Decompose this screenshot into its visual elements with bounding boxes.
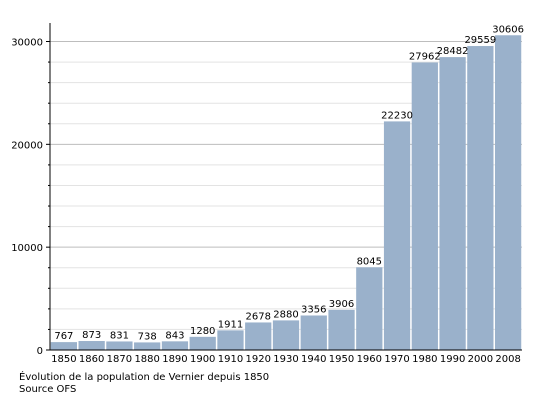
bar-value-label: 30606 <box>492 24 524 35</box>
bar <box>78 341 105 350</box>
bar-value-label: 8045 <box>357 256 382 267</box>
x-tick-label: 1930 <box>273 354 298 365</box>
x-tick-label: 1920 <box>246 354 271 365</box>
bar-value-label: 2880 <box>273 309 298 320</box>
x-tick-label: 2000 <box>468 354 493 365</box>
y-tick-label: 0 <box>37 346 43 357</box>
x-tick-label: 1990 <box>440 354 465 365</box>
bar-value-label: 29559 <box>464 35 496 46</box>
bar-value-label: 738 <box>138 331 157 342</box>
bar <box>189 336 216 350</box>
bar <box>467 46 494 351</box>
chart-source: Source OFS <box>19 384 77 395</box>
bar <box>328 309 355 350</box>
bar-value-label: 28482 <box>437 46 469 57</box>
bar <box>217 330 244 350</box>
y-tick-label: 20000 <box>11 140 43 151</box>
bar <box>494 35 522 350</box>
x-tick-label: 1910 <box>218 354 243 365</box>
x-tick-label: 1890 <box>162 354 187 365</box>
x-tick-label: 2008 <box>495 354 520 365</box>
bar-value-label: 3356 <box>301 304 326 315</box>
bar-value-label: 843 <box>165 330 184 341</box>
bar <box>356 267 383 350</box>
bar-value-label: 1280 <box>190 326 215 337</box>
x-tick-label: 1940 <box>301 354 326 365</box>
x-tick-label: 1950 <box>329 354 354 365</box>
bar-value-label: 831 <box>110 330 129 341</box>
x-tick-label: 1960 <box>357 354 382 365</box>
y-tick-label: 10000 <box>11 243 43 254</box>
bar-value-label: 1911 <box>218 319 243 330</box>
bar <box>383 121 411 351</box>
x-tick-label: 1850 <box>51 354 76 365</box>
bar <box>106 341 133 350</box>
y-tick-label: 30000 <box>11 38 43 49</box>
x-tick-label: 1980 <box>412 354 437 365</box>
bar-value-label: 2678 <box>246 311 271 322</box>
bar-value-label: 767 <box>54 331 73 342</box>
bar <box>300 315 327 350</box>
bars <box>50 35 522 351</box>
x-tick-label: 1970 <box>384 354 409 365</box>
bar <box>439 57 466 350</box>
bar <box>411 62 438 351</box>
bar-value-label: 27962 <box>409 51 441 62</box>
bar <box>161 341 189 350</box>
x-tick-label: 1880 <box>134 354 159 365</box>
x-tick-label: 1900 <box>190 354 215 365</box>
axes: 0 10000 20000 30000 1850 1860 1870 1880 1890 1900… <box>11 23 522 365</box>
bar <box>134 342 161 350</box>
bar-value-label: 3906 <box>329 299 354 310</box>
bar <box>272 320 300 350</box>
x-tick-label: 1860 <box>79 354 104 365</box>
bar-value-label: 873 <box>82 330 101 341</box>
x-tick-label: 1870 <box>107 354 132 365</box>
chart-caption: Évolution de la population de Vernier de… <box>19 372 270 383</box>
bar <box>50 342 78 350</box>
bar <box>245 322 272 350</box>
bar-value-label: 22230 <box>381 110 413 121</box>
